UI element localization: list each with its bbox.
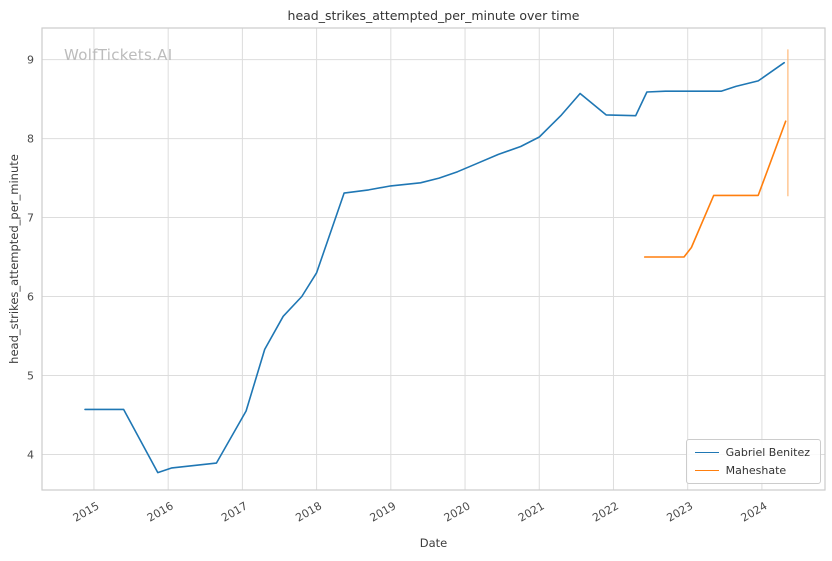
x-tick-label: 2015 [71, 499, 102, 524]
legend-label: Gabriel Benitez [725, 446, 810, 459]
x-tick-label: 2019 [368, 499, 399, 524]
legend-line-swatch [694, 452, 719, 453]
x-tick-label: 2023 [664, 499, 695, 524]
chart-title: head_strikes_attempted_per_minute over t… [287, 8, 580, 23]
x-tick-label: 2024 [739, 499, 770, 524]
legend: Gabriel Benitez Maheshate [685, 439, 821, 484]
plot-frame [41, 27, 826, 491]
y-tick-label: 6 [27, 291, 34, 304]
x-tick-label: 2022 [590, 499, 621, 524]
legend-item-maheshate: Maheshate [694, 464, 810, 477]
y-tick-label: 8 [27, 133, 34, 146]
legend-label: Maheshate [725, 464, 787, 477]
x-tick-label: 2021 [516, 499, 547, 524]
x-tick-label: 2020 [442, 499, 473, 524]
legend-item-gabriel-benitez: Gabriel Benitez [694, 446, 810, 459]
y-tick-label: 5 [27, 369, 34, 382]
legend-line-swatch [694, 470, 719, 471]
x-tick-label: 2018 [293, 499, 324, 524]
y-axis-label: head_strikes_attempted_per_minute [7, 154, 21, 364]
y-tick-label: 7 [27, 212, 34, 225]
series-line-gabriel-benitez [84, 61, 786, 474]
x-axis-label: Date [419, 536, 448, 550]
watermark: WolfTickets.AI [64, 46, 173, 64]
y-tick-label: 4 [27, 448, 34, 461]
y-tick-label: 9 [27, 54, 34, 67]
x-tick-label: 2016 [145, 499, 176, 524]
series-line-maheshate [643, 120, 787, 258]
x-tick-label: 2017 [219, 499, 250, 524]
